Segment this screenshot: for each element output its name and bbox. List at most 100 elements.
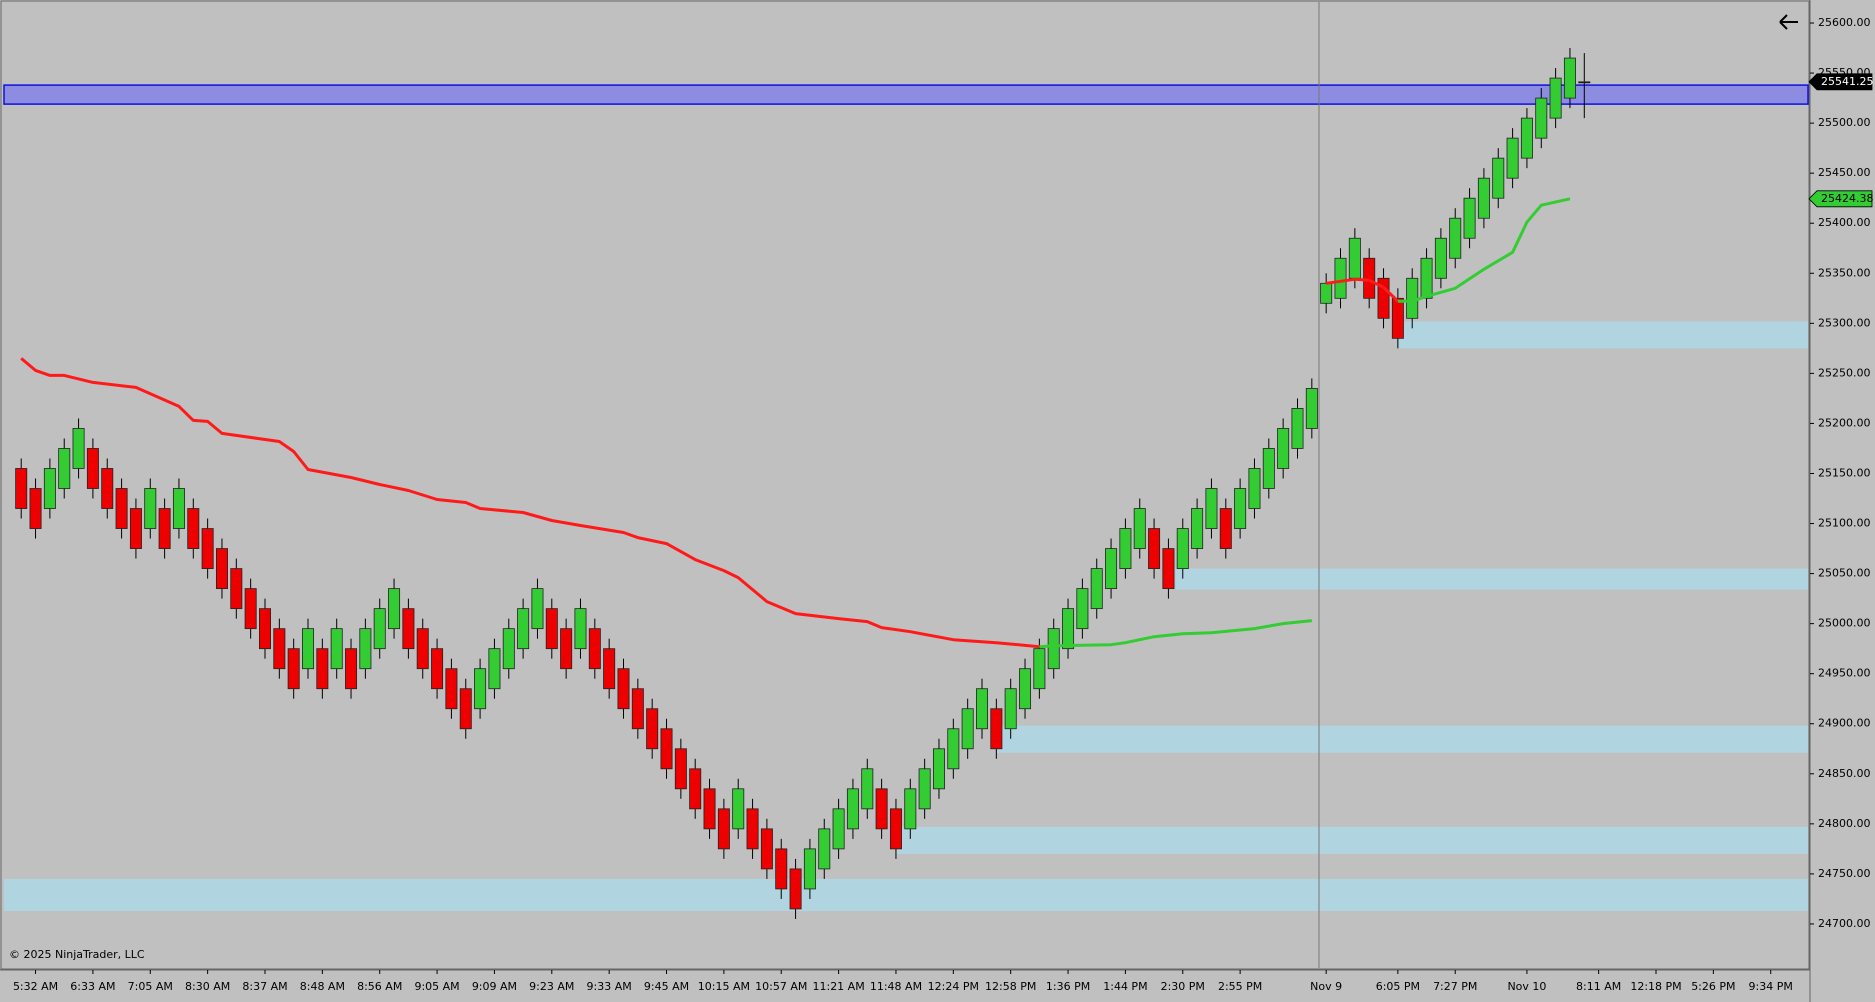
- y-tick-label: 25000.00: [1818, 617, 1871, 630]
- candle-body: [1191, 508, 1204, 549]
- x-tick-label: 9:33 AM: [587, 980, 632, 993]
- candle-body: [1262, 448, 1275, 489]
- candle-body: [789, 868, 802, 910]
- candle-body: [502, 628, 515, 670]
- y-tick-label: 24850.00: [1818, 767, 1871, 780]
- x-tick-label: Nov 10: [1507, 980, 1546, 993]
- x-tick-label: 9:09 AM: [472, 980, 517, 993]
- candle-body: [674, 748, 687, 790]
- candle-body: [1248, 468, 1261, 509]
- y-tick-label: 25200.00: [1818, 416, 1871, 429]
- x-tick-label: 5:32 AM: [13, 980, 58, 993]
- candle-body: [1133, 508, 1146, 549]
- candle-body: [1563, 57, 1576, 99]
- candle-body: [1148, 528, 1161, 569]
- x-tick-label: 11:48 AM: [870, 980, 922, 993]
- candle-body: [1205, 488, 1218, 529]
- candle-body: [646, 708, 659, 750]
- x-tick-label: 12:24 PM: [928, 980, 979, 993]
- y-tick-label: 25250.00: [1818, 366, 1871, 379]
- x-tick-label: 7:05 AM: [128, 980, 173, 993]
- candle-body: [201, 528, 214, 569]
- candle-body: [631, 688, 644, 730]
- candle-body: [904, 788, 917, 830]
- candle-body: [976, 688, 988, 730]
- candle-body: [1076, 588, 1089, 630]
- moving-average: [1325, 277, 1399, 303]
- candle-body: [703, 788, 716, 830]
- support-zone: [1397, 321, 1808, 349]
- candle-body: [1377, 277, 1390, 319]
- candle-body: [1105, 548, 1118, 590]
- y-tick-label: 24900.00: [1818, 717, 1871, 730]
- y-tick-label: 25350.00: [1818, 266, 1871, 279]
- candle-body: [172, 488, 185, 529]
- candle-body: [875, 788, 888, 830]
- x-tick-label: 1:36 PM: [1046, 980, 1090, 993]
- y-tick-label: 25300.00: [1818, 316, 1871, 329]
- candle-body: [1391, 297, 1404, 339]
- candle-body: [1004, 688, 1017, 730]
- x-tick-label: 1:44 PM: [1103, 980, 1147, 993]
- candle-body: [846, 788, 859, 830]
- candle-body: [1047, 628, 1060, 670]
- resistance-band: [3, 84, 1809, 105]
- moving-average: [1039, 619, 1312, 649]
- candle-body: [947, 728, 960, 770]
- candle-body: [1019, 668, 1032, 710]
- x-tick-label: 8:56 AM: [357, 980, 402, 993]
- candle-body: [818, 828, 831, 870]
- y-tick-label: 24700.00: [1818, 917, 1871, 930]
- candle-body: [115, 488, 128, 529]
- candle-body: [187, 508, 200, 549]
- candle-body: [746, 808, 759, 850]
- support-zone: [895, 826, 1808, 854]
- x-tick-label: 8:30 AM: [185, 980, 230, 993]
- x-tick-label: 2:55 PM: [1218, 980, 1262, 993]
- x-tick-label: 8:11 AM: [1576, 980, 1621, 993]
- candle-body: [1406, 277, 1419, 319]
- candle-body: [889, 808, 902, 850]
- x-tick-label: 6:33 AM: [70, 980, 115, 993]
- candle-body: [431, 648, 444, 690]
- candle-body: [1062, 608, 1075, 650]
- candle-body: [961, 708, 974, 750]
- x-tick-label: 2:30 PM: [1161, 980, 1205, 993]
- candle-body: [1506, 137, 1519, 179]
- candle-body: [1305, 387, 1318, 429]
- candle-body: [1549, 77, 1562, 119]
- x-tick-label: 7:27 PM: [1433, 980, 1477, 993]
- moving-average: [20, 357, 1040, 649]
- copyright: © 2025 NinjaTrader, LLC: [9, 948, 145, 961]
- x-tick-label: 12:18 PM: [1630, 980, 1681, 993]
- x-tick-label: 11:21 AM: [812, 980, 864, 993]
- candle-body: [144, 488, 157, 529]
- candle-body: [1176, 528, 1189, 569]
- last-price-tag: 25541.25: [1821, 75, 1874, 88]
- y-tick-label: 25100.00: [1818, 517, 1871, 530]
- candle-body: [330, 628, 343, 670]
- candle-body: [388, 588, 401, 630]
- candle-body: [588, 628, 601, 670]
- candle-body: [230, 568, 243, 610]
- support-zone: [1175, 568, 1808, 590]
- x-tick-label: 12:58 PM: [985, 980, 1036, 993]
- candle-body: [416, 628, 429, 670]
- candle-body: [287, 648, 300, 690]
- ma-price-tag: 25424.38: [1821, 192, 1874, 205]
- x-tick-label: Nov 9: [1310, 980, 1342, 993]
- x-tick-label: 9:34 PM: [1749, 980, 1793, 993]
- y-tick-label: 25500.00: [1818, 116, 1871, 129]
- candle-body: [1420, 257, 1433, 299]
- candle-body: [359, 628, 372, 670]
- candle-body: [717, 808, 730, 850]
- candle-body: [1578, 81, 1591, 84]
- candle-body: [1334, 257, 1347, 299]
- back-arrow[interactable]: [1779, 14, 1798, 30]
- candle-body: [990, 708, 1003, 750]
- y-tick-label: 24800.00: [1818, 817, 1871, 830]
- x-tick-label: 6:05 PM: [1376, 980, 1420, 993]
- support-zone: [4, 878, 1808, 911]
- x-tick-label: 9:45 AM: [644, 980, 689, 993]
